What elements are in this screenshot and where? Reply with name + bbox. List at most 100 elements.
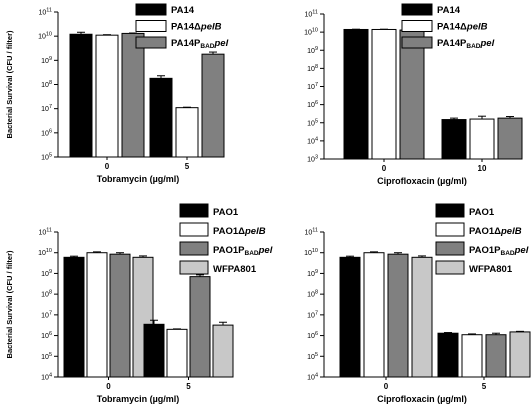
bar — [109, 253, 131, 378]
x-axis-label: Ciprofloxacin (µg/ml) — [377, 394, 467, 404]
bar — [166, 328, 188, 378]
legend: PAO1 PAO1ΔpelB PAO1PBADpel WFPA801 — [435, 203, 529, 275]
legend-swatch — [435, 260, 465, 275]
legend-label: PA14 — [437, 5, 461, 16]
bar — [437, 332, 459, 378]
legend-swatch — [179, 241, 209, 256]
bar — [371, 28, 397, 160]
x-tick-label: 5 — [185, 162, 190, 171]
legend-swatch — [435, 203, 465, 218]
y-tick-label: 105 — [41, 153, 52, 162]
x-tick-label: 0 — [105, 162, 110, 171]
x-tick-label: 5 — [482, 382, 487, 391]
y-axis-label: Bacterial Survival (CFU / filter) — [5, 30, 14, 138]
legend-swatch — [401, 3, 433, 16]
legend: PA14 PA14ΔpelB PA14PBADpel — [135, 3, 229, 50]
bar — [121, 32, 145, 158]
bar — [189, 276, 211, 378]
legend-swatch — [179, 203, 209, 218]
y-tick-label: 105 — [307, 118, 318, 127]
y-tick-label: 105 — [41, 352, 52, 361]
y-tick-label: 1010 — [38, 248, 52, 257]
y-tick-label: 108 — [41, 290, 52, 299]
legend-swatch — [401, 20, 433, 32]
bar — [175, 107, 199, 158]
y-tick-label: 1011 — [38, 228, 52, 237]
legend-swatch — [135, 3, 167, 16]
y-tick-label: 1010 — [38, 32, 52, 41]
y-tick-label: 105 — [307, 352, 318, 361]
chart-panel-2: 103 104 105 106 107 108 109 1010 1011 0 10 Ciproflo… — [304, 3, 523, 186]
legend-label: PA14ΔpelB — [437, 22, 488, 33]
y-tick-label: 1010 — [304, 28, 318, 37]
y-tick-label: 106 — [41, 331, 52, 340]
x-tick-label: 10 — [478, 164, 487, 173]
legend-label: PAO1 — [469, 207, 495, 218]
x-axis-label: Ciprofloxacin (µg/ml) — [377, 176, 467, 186]
y-tick-label: 107 — [41, 104, 52, 113]
legend-swatch — [179, 260, 209, 275]
legend: PAO1 PAO1ΔpelB PAO1PBADpel WFPA801 — [179, 203, 273, 275]
y-tick-label: 108 — [307, 290, 318, 299]
bar — [399, 29, 425, 160]
x-axis-label: Tobramycin (µg/ml) — [97, 394, 180, 404]
y-tick-label: 106 — [307, 331, 318, 340]
legend-label: PA14PBADpel — [171, 38, 229, 50]
chart-panel-1: 105 106 107 108 109 1010 1011 0 5 Tobramycin (µg/… — [5, 3, 229, 184]
bar — [343, 28, 369, 160]
y-tick-label: 104 — [307, 136, 318, 145]
legend-label: PA14 — [171, 5, 195, 16]
bar — [461, 334, 483, 378]
x-axis-label: Tobramycin (µg/ml) — [97, 174, 180, 184]
bar — [497, 117, 523, 160]
legend-label: PAO1PBADpel — [213, 245, 273, 257]
legend-label: PA14PBADpel — [437, 38, 495, 50]
y-tick-label: 1011 — [38, 8, 52, 17]
bar — [363, 252, 385, 378]
legend-label: PA14ΔpelB — [171, 22, 222, 33]
bar — [63, 256, 85, 378]
legend-label: WFPA801 — [469, 264, 513, 275]
bar — [411, 256, 433, 378]
x-tick-label: 0 — [384, 382, 389, 391]
legend-label: PAO1PBADpel — [469, 245, 529, 257]
bar — [95, 34, 119, 158]
bar — [149, 77, 173, 158]
y-tick-label: 106 — [307, 100, 318, 109]
legend-label: PAO1ΔpelB — [213, 226, 266, 237]
y-tick-label: 1010 — [304, 248, 318, 257]
bar — [509, 331, 531, 378]
legend-swatch — [179, 222, 209, 237]
y-tick-label: 1011 — [304, 10, 318, 19]
legend: PA14 PA14ΔpelB PA14PBADpel — [401, 3, 495, 50]
bar — [339, 256, 361, 378]
chart-panel-4: 104 105 106 107 108 109 1010 1011 0 5 Ciprofloxaci… — [304, 203, 531, 404]
legend-swatch — [135, 20, 167, 32]
legend-label: PAO1 — [213, 207, 239, 218]
legend-label: PAO1ΔpelB — [469, 226, 522, 237]
bar — [212, 324, 234, 378]
bar — [387, 253, 409, 378]
y-tick-label: 109 — [41, 269, 52, 278]
y-tick-label: 1011 — [304, 228, 318, 237]
y-tick-label: 104 — [41, 373, 52, 382]
y-tick-label: 103 — [307, 155, 318, 164]
bar — [485, 334, 507, 378]
legend-swatch — [401, 36, 433, 49]
x-tick-label: 0 — [106, 382, 111, 391]
y-tick-label: 104 — [307, 373, 318, 382]
legend-label: WFPA801 — [213, 264, 257, 275]
y-axis-label: Bacterial Survival (CFU / filter) — [5, 250, 14, 358]
y-tick-label: 107 — [307, 82, 318, 91]
bar — [69, 33, 93, 158]
y-tick-label: 107 — [41, 310, 52, 319]
x-tick-label: 0 — [382, 164, 387, 173]
bar — [441, 119, 467, 160]
legend-swatch — [435, 222, 465, 237]
y-tick-label: 108 — [307, 64, 318, 73]
y-tick-label: 108 — [41, 80, 52, 89]
y-tick-label: 107 — [307, 310, 318, 319]
y-tick-label: 109 — [41, 56, 52, 65]
legend-swatch — [135, 36, 167, 49]
